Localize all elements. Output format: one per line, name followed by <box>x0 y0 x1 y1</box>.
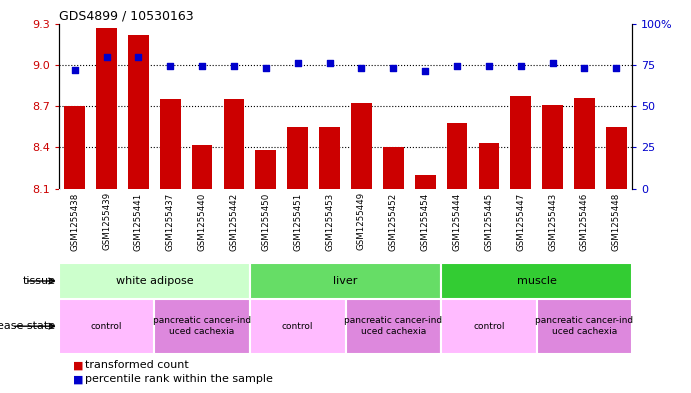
Point <box>483 63 494 70</box>
Text: GSM1255448: GSM1255448 <box>612 192 621 251</box>
Text: GSM1255444: GSM1255444 <box>453 192 462 251</box>
Bar <box>441 299 537 354</box>
Point <box>229 63 240 70</box>
Bar <box>479 143 499 189</box>
Point <box>356 65 367 71</box>
Point <box>133 53 144 60</box>
Bar <box>96 28 117 189</box>
Text: pancreatic cancer-ind
uced cachexia: pancreatic cancer-ind uced cachexia <box>344 316 442 336</box>
Bar <box>224 99 245 189</box>
Bar <box>256 150 276 189</box>
Text: disease state: disease state <box>0 321 55 331</box>
Point <box>196 63 207 70</box>
Text: GSM1255442: GSM1255442 <box>229 192 238 251</box>
Text: GSM1255439: GSM1255439 <box>102 192 111 250</box>
Bar <box>606 127 627 189</box>
Point <box>547 60 558 66</box>
Text: GSM1255450: GSM1255450 <box>261 192 270 251</box>
Text: GDS4899 / 10530163: GDS4899 / 10530163 <box>59 9 193 22</box>
Bar <box>250 299 346 354</box>
Bar <box>383 147 404 189</box>
Text: GSM1255449: GSM1255449 <box>357 192 366 250</box>
Text: pancreatic cancer-ind
uced cachexia: pancreatic cancer-ind uced cachexia <box>536 316 634 336</box>
Bar <box>446 123 467 189</box>
Bar <box>441 263 632 299</box>
Text: GSM1255453: GSM1255453 <box>325 192 334 251</box>
Text: liver: liver <box>333 276 358 286</box>
Text: GSM1255447: GSM1255447 <box>516 192 525 251</box>
Point <box>451 63 462 70</box>
Text: transformed count: transformed count <box>85 360 189 371</box>
Bar <box>154 299 250 354</box>
Text: pancreatic cancer-ind
uced cachexia: pancreatic cancer-ind uced cachexia <box>153 316 252 336</box>
Point <box>388 65 399 71</box>
Point <box>101 53 112 60</box>
Text: GSM1255451: GSM1255451 <box>293 192 302 251</box>
Bar <box>537 299 632 354</box>
Text: GSM1255452: GSM1255452 <box>389 192 398 251</box>
Text: ■: ■ <box>73 360 83 371</box>
Bar <box>64 106 85 189</box>
Text: GSM1255441: GSM1255441 <box>134 192 143 251</box>
Text: percentile rank within the sample: percentile rank within the sample <box>85 374 273 384</box>
Point <box>164 63 176 70</box>
Bar <box>351 103 372 189</box>
Point <box>515 63 527 70</box>
Bar <box>160 99 180 189</box>
Bar <box>287 127 308 189</box>
Text: control: control <box>91 322 122 331</box>
Point <box>579 65 590 71</box>
Bar <box>250 263 441 299</box>
Bar <box>59 263 250 299</box>
Text: GSM1255440: GSM1255440 <box>198 192 207 251</box>
Text: GSM1255445: GSM1255445 <box>484 192 493 251</box>
Text: control: control <box>473 322 504 331</box>
Bar <box>128 35 149 189</box>
Point <box>419 68 430 75</box>
Text: GSM1255454: GSM1255454 <box>421 192 430 251</box>
Bar <box>511 97 531 189</box>
Point <box>261 65 272 71</box>
Text: white adipose: white adipose <box>115 276 193 286</box>
Text: GSM1255446: GSM1255446 <box>580 192 589 251</box>
Bar <box>542 105 563 189</box>
Point <box>611 65 622 71</box>
Bar <box>319 127 340 189</box>
Bar <box>59 299 154 354</box>
Text: ■: ■ <box>73 374 83 384</box>
Text: control: control <box>282 322 314 331</box>
Text: GSM1255443: GSM1255443 <box>548 192 557 251</box>
Bar <box>192 145 212 189</box>
Point <box>292 60 303 66</box>
Text: GSM1255437: GSM1255437 <box>166 192 175 251</box>
Point <box>69 67 80 73</box>
Text: muscle: muscle <box>517 276 557 286</box>
Text: GSM1255438: GSM1255438 <box>70 192 79 251</box>
Bar <box>415 175 435 189</box>
Text: tissue: tissue <box>22 276 55 286</box>
Point <box>324 60 335 66</box>
Bar <box>574 98 595 189</box>
Bar <box>346 299 441 354</box>
